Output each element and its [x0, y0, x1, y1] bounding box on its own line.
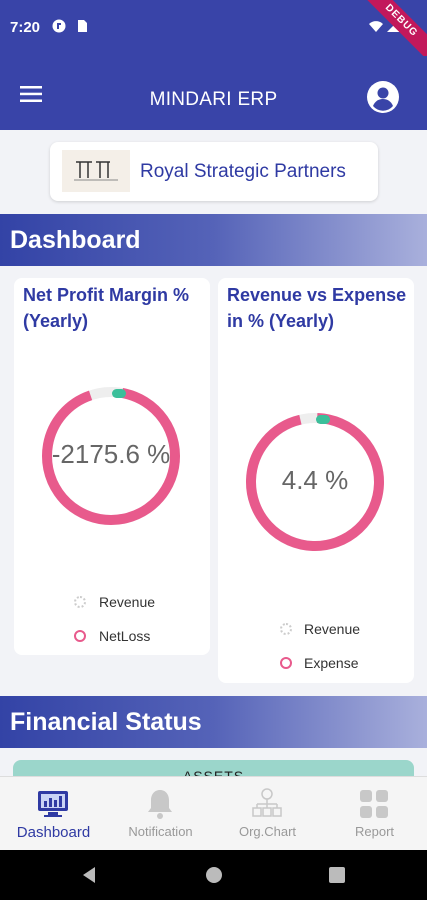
legend-label: Revenue	[304, 621, 361, 637]
financial-status-header: Financial Status	[0, 696, 427, 748]
app-title: MINDARI ERP	[149, 89, 278, 110]
legend-label: NetLoss	[99, 628, 151, 644]
recents-icon[interactable]	[328, 866, 346, 884]
nav-label: Org.Chart	[238, 824, 297, 839]
wifi-icon	[369, 21, 383, 32]
legend-ring-icon	[74, 630, 86, 642]
nav-notification[interactable]: Notification	[107, 777, 214, 851]
app-notification-icon	[52, 19, 66, 33]
company-name: Royal Strategic Partners	[140, 161, 346, 182]
grid-icon	[360, 790, 388, 818]
account-icon[interactable]	[367, 81, 399, 113]
sim-card-icon	[78, 20, 87, 32]
legend-label: Revenue	[99, 594, 156, 610]
app-bar: MINDARI ERP	[0, 56, 427, 130]
legend-ring-icon	[74, 596, 86, 608]
card-title: Net Profit Margin %(Yearly)	[23, 285, 190, 331]
donut-chart	[42, 387, 180, 525]
dashboard-header: Dashboard	[0, 214, 427, 266]
menu-icon[interactable]	[20, 86, 42, 102]
nav-report[interactable]: Report	[321, 777, 427, 851]
company-logo-mark	[74, 161, 118, 181]
legend-ring-icon	[280, 657, 292, 669]
status-time: 7:20	[10, 19, 41, 36]
legend-label: Expense	[304, 655, 359, 671]
legend-ring-icon	[280, 623, 292, 635]
dashboard-icon	[38, 791, 68, 817]
nav-dashboard[interactable]: Dashboard	[0, 777, 107, 851]
revenue-expense-donut: 4.4 %	[245, 412, 385, 552]
nav-label: Report	[354, 824, 395, 839]
bottom-navigation: Dashboard Notification Org.Chart Report	[0, 776, 427, 850]
nav-label: Notification	[128, 824, 193, 839]
donut-chart	[246, 413, 384, 551]
net-profit-donut: -2175.6 %	[41, 386, 181, 526]
net-profit-value: -2175.6 %	[51, 439, 171, 469]
back-icon[interactable]	[80, 866, 98, 884]
nav-label: Dashboard	[16, 824, 91, 841]
revenue-expense-card[interactable]: Revenue vs Expense in % (Yearly) 4.4 % R…	[218, 278, 414, 683]
nav-org-chart[interactable]: Org.Chart	[214, 777, 321, 851]
revenue-expense-value: 4.4 %	[281, 465, 349, 495]
system-navigation-bar	[0, 850, 427, 900]
net-profit-card[interactable]: Net Profit Margin %(Yearly) -2175.6 % Re…	[14, 278, 210, 655]
bell-icon	[148, 790, 172, 819]
company-logo	[62, 150, 130, 192]
company-card[interactable]: Royal Strategic Partners	[50, 142, 378, 201]
card-title: Revenue vs Expense in % (Yearly)	[227, 285, 407, 331]
home-icon[interactable]	[205, 866, 223, 884]
status-bar: 7:20 DEBUG	[0, 0, 427, 70]
org-chart-icon	[252, 788, 282, 817]
